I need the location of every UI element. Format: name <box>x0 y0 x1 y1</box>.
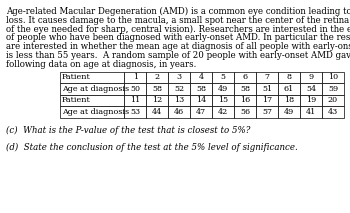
Bar <box>234 72 256 83</box>
Bar <box>300 72 322 83</box>
Bar <box>300 83 322 95</box>
Text: Age at diagnosis: Age at diagnosis <box>62 85 129 93</box>
Text: 18: 18 <box>284 96 294 104</box>
Text: 11: 11 <box>130 96 140 104</box>
Text: 20: 20 <box>328 96 338 104</box>
Text: 53: 53 <box>130 108 140 116</box>
Text: are interested in whether the mean age at diagnosis of all people with early-ons: are interested in whether the mean age a… <box>6 42 350 51</box>
Text: 43: 43 <box>328 108 338 116</box>
Text: 17: 17 <box>262 96 272 104</box>
Text: 9: 9 <box>308 73 314 81</box>
Bar <box>124 95 146 106</box>
Bar <box>234 106 256 118</box>
Text: 42: 42 <box>218 108 228 116</box>
Text: 13: 13 <box>174 96 184 104</box>
Bar <box>322 106 344 118</box>
Bar <box>60 95 124 106</box>
Bar <box>234 95 256 106</box>
Bar <box>60 72 124 83</box>
Bar <box>60 83 124 95</box>
Bar <box>190 106 212 118</box>
Bar <box>212 72 234 83</box>
Bar <box>146 83 168 95</box>
Bar <box>190 83 212 95</box>
Text: 12: 12 <box>152 96 162 104</box>
Text: 49: 49 <box>284 108 294 116</box>
Bar <box>60 106 124 118</box>
Text: 57: 57 <box>262 108 272 116</box>
Text: of the eye needed for sharp, central vision). Researchers are interested in the : of the eye needed for sharp, central vis… <box>6 24 350 34</box>
Text: (c)  What is the P-value of the test that is closest to 5%?: (c) What is the P-value of the test that… <box>6 126 250 135</box>
Bar <box>124 72 146 83</box>
Text: 1: 1 <box>133 73 138 81</box>
Bar <box>124 106 146 118</box>
Text: 15: 15 <box>218 96 228 104</box>
Bar <box>212 83 234 95</box>
Text: Patient: Patient <box>62 73 91 81</box>
Text: 59: 59 <box>328 85 338 93</box>
Text: Age-related Macular Degeneration (AMD) is a common eye condition leading to visi: Age-related Macular Degeneration (AMD) i… <box>6 7 350 16</box>
Text: 16: 16 <box>240 96 250 104</box>
Bar <box>168 106 190 118</box>
Text: 58: 58 <box>196 85 206 93</box>
Bar <box>146 72 168 83</box>
Text: 14: 14 <box>196 96 206 104</box>
Text: 56: 56 <box>240 108 250 116</box>
Text: 46: 46 <box>174 108 184 116</box>
Text: 52: 52 <box>174 85 184 93</box>
Text: following data on age at diagnosis, in years.: following data on age at diagnosis, in y… <box>6 60 196 69</box>
Bar <box>278 72 300 83</box>
Bar <box>300 106 322 118</box>
Text: Patient: Patient <box>62 96 91 104</box>
Text: 5: 5 <box>220 73 225 81</box>
Text: 8: 8 <box>287 73 292 81</box>
Text: 10: 10 <box>328 73 338 81</box>
Bar <box>146 106 168 118</box>
Bar <box>124 83 146 95</box>
Text: 61: 61 <box>284 85 294 93</box>
Text: 49: 49 <box>218 85 228 93</box>
Text: is less than 55 years.  A random sample of 20 people with early-onset AMD gave t: is less than 55 years. A random sample o… <box>6 51 350 60</box>
Bar <box>190 95 212 106</box>
Bar <box>190 72 212 83</box>
Text: 6: 6 <box>243 73 247 81</box>
Text: 19: 19 <box>306 96 316 104</box>
Bar <box>146 95 168 106</box>
Bar <box>256 106 278 118</box>
Text: of people who have been diagnosed with early-onset AMD. In particular the resear: of people who have been diagnosed with e… <box>6 33 350 42</box>
Text: 44: 44 <box>152 108 162 116</box>
Text: 4: 4 <box>198 73 204 81</box>
Bar <box>212 106 234 118</box>
Bar <box>234 83 256 95</box>
Bar <box>212 95 234 106</box>
Text: 3: 3 <box>176 73 182 81</box>
Text: 2: 2 <box>155 73 160 81</box>
Text: 7: 7 <box>265 73 270 81</box>
Bar <box>168 95 190 106</box>
Bar <box>256 95 278 106</box>
Text: 58: 58 <box>240 85 250 93</box>
Text: 54: 54 <box>306 85 316 93</box>
Bar <box>168 83 190 95</box>
Bar <box>322 95 344 106</box>
Text: 41: 41 <box>306 108 316 116</box>
Text: 50: 50 <box>130 85 140 93</box>
Bar <box>322 83 344 95</box>
Bar <box>300 95 322 106</box>
Text: 47: 47 <box>196 108 206 116</box>
Bar <box>278 95 300 106</box>
Bar <box>256 83 278 95</box>
Bar <box>168 72 190 83</box>
Text: 51: 51 <box>262 85 272 93</box>
Bar <box>278 106 300 118</box>
Bar <box>322 72 344 83</box>
Bar <box>256 72 278 83</box>
Text: loss. It causes damage to the macula, a small spot near the center of the retina: loss. It causes damage to the macula, a … <box>6 16 350 25</box>
Text: Age at diagnosis: Age at diagnosis <box>62 108 129 116</box>
Text: 58: 58 <box>152 85 162 93</box>
Bar <box>278 83 300 95</box>
Text: (d)  State the conclusion of the test at the 5% level of significance.: (d) State the conclusion of the test at … <box>6 143 298 152</box>
